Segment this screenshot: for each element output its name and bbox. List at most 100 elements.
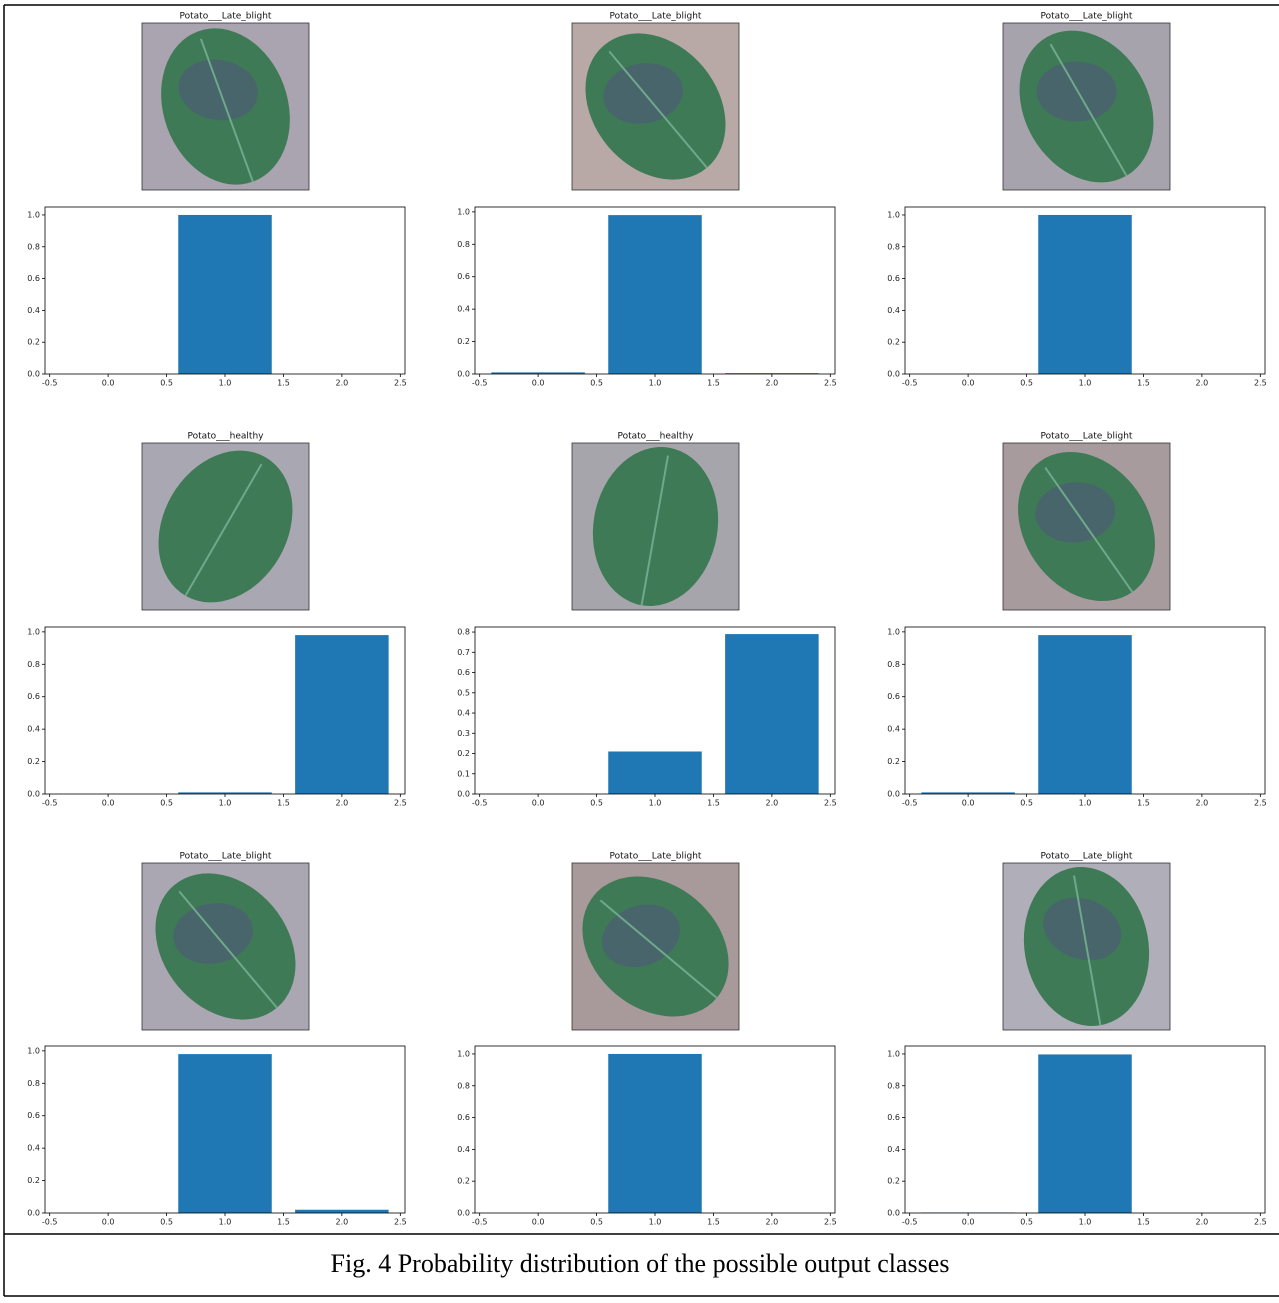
panel-title: Potato___Late_blight [180,12,272,22]
x-tick-label: 1.0 [219,379,232,388]
y-tick-label: 0.8 [457,628,470,637]
y-tick-label: 0.1 [457,769,470,778]
y-tick-label: 0.6 [887,1113,900,1122]
y-tick-label: 0.6 [27,274,40,283]
x-tick-label: 2.5 [394,1218,407,1227]
x-tick-label: 2.0 [336,379,349,388]
y-tick-label: 0.5 [457,688,470,697]
panel-title: Potato___Late_blight [1041,852,1133,862]
caption: Fig. 4 Probability distribution of the p… [331,1249,950,1278]
leaf-photo [993,6,1180,207]
y-tick-label: 0.8 [27,660,40,669]
leaf-photo [140,10,311,203]
y-tick-label: 0.8 [27,1079,40,1088]
y-tick-label: 0.4 [27,1144,40,1153]
bar [608,751,702,794]
bar [1038,215,1132,374]
y-tick-label: 0.0 [27,1209,40,1218]
x-tick-label: 0.5 [160,379,173,388]
y-tick-label: 0.2 [457,1177,470,1186]
x-tick-label: -0.5 [902,799,918,808]
bar [608,215,702,374]
y-tick-label: 0.2 [27,757,40,766]
x-tick-label: 2.5 [824,799,837,808]
x-tick-label: 0.5 [590,1218,603,1227]
leaf-photo [132,426,319,627]
x-tick-label: 1.0 [1079,1218,1092,1227]
panel-title: Potato___Late_blight [1041,432,1133,442]
y-tick-label: 0.0 [887,1209,900,1218]
leaf-photo [572,437,739,616]
figure: Fig. 4 Probability distribution of the p… [0,0,1279,1299]
panel-title: Potato___Late_blight [1041,12,1133,22]
panel-title: Potato___healthy [617,432,694,442]
x-tick-label: 2.5 [1254,1218,1267,1227]
y-tick-label: 0.8 [887,242,900,251]
x-tick-label: 2.5 [1254,379,1267,388]
x-tick-label: -0.5 [42,1218,58,1227]
x-tick-label: -0.5 [902,379,918,388]
y-tick-label: 0.2 [27,1176,40,1185]
x-tick-label: 2.0 [766,799,779,808]
x-tick-label: 1.5 [1137,379,1150,388]
bar [608,1054,702,1213]
y-tick-label: 0.8 [457,1081,470,1090]
x-tick-label: 2.0 [1196,379,1209,388]
y-tick-label: 0.0 [457,370,470,379]
panel-title: Potato___Late_blight [610,852,702,862]
bar [1038,635,1132,794]
y-tick-label: 0.6 [27,692,40,701]
x-tick-label: 0.0 [102,1218,115,1227]
panel-title: Potato___Late_blight [180,852,272,862]
y-tick-label: 0.6 [887,692,900,701]
x-tick-label: 0.0 [102,379,115,388]
x-tick-label: 1.0 [219,1218,232,1227]
x-tick-label: 0.0 [532,1218,545,1227]
y-tick-label: 0.4 [27,306,40,315]
x-tick-label: 1.0 [1079,799,1092,808]
y-tick-label: 0.8 [887,1081,900,1090]
x-tick-label: 1.5 [707,799,720,808]
x-tick-label: 2.0 [1196,1218,1209,1227]
x-tick-label: -0.5 [42,379,58,388]
bar [1038,1054,1132,1213]
y-tick-label: 1.0 [27,1046,40,1055]
y-tick-label: 0.8 [457,240,470,249]
leaf-photo [990,425,1183,627]
x-tick-label: 2.5 [824,379,837,388]
x-tick-label: -0.5 [42,799,58,808]
x-tick-label: 2.0 [336,799,349,808]
bar [178,215,272,374]
y-tick-label: 0.2 [457,749,470,758]
x-tick-label: -0.5 [472,799,488,808]
leaf-photo [1003,857,1170,1036]
y-tick-label: 0.8 [887,660,900,669]
x-tick-label: 0.5 [1020,379,1033,388]
leaf-photo [554,848,756,1046]
x-tick-label: 1.5 [707,379,720,388]
y-tick-label: 0.0 [457,790,470,799]
y-tick-label: 0.6 [887,274,900,283]
x-tick-label: 1.0 [219,799,232,808]
y-tick-label: 1.0 [27,627,40,636]
y-tick-label: 0.0 [27,370,40,379]
y-tick-label: 1.0 [457,1049,470,1058]
x-tick-label: 1.0 [649,379,662,388]
x-tick-label: 1.5 [1137,799,1150,808]
x-tick-label: 2.0 [1196,799,1209,808]
x-tick-label: 1.5 [1137,1218,1150,1227]
panel-title: Potato___Late_blight [610,12,702,22]
y-tick-label: 0.6 [457,668,470,677]
y-tick-label: 0.7 [457,648,470,657]
y-tick-label: 0.0 [887,370,900,379]
x-tick-label: 2.0 [766,379,779,388]
page: {"chart_data": [ {"type": "bar", "title"… [0,0,1279,1299]
x-tick-label: 0.0 [532,379,545,388]
y-tick-label: 0.4 [457,1145,470,1154]
y-tick-label: 0.8 [27,242,40,251]
y-tick-label: 0.4 [457,305,470,314]
leaf-blight [1037,62,1117,122]
x-tick-label: 0.5 [1020,799,1033,808]
x-tick-label: 1.0 [649,799,662,808]
x-tick-label: 0.0 [102,799,115,808]
